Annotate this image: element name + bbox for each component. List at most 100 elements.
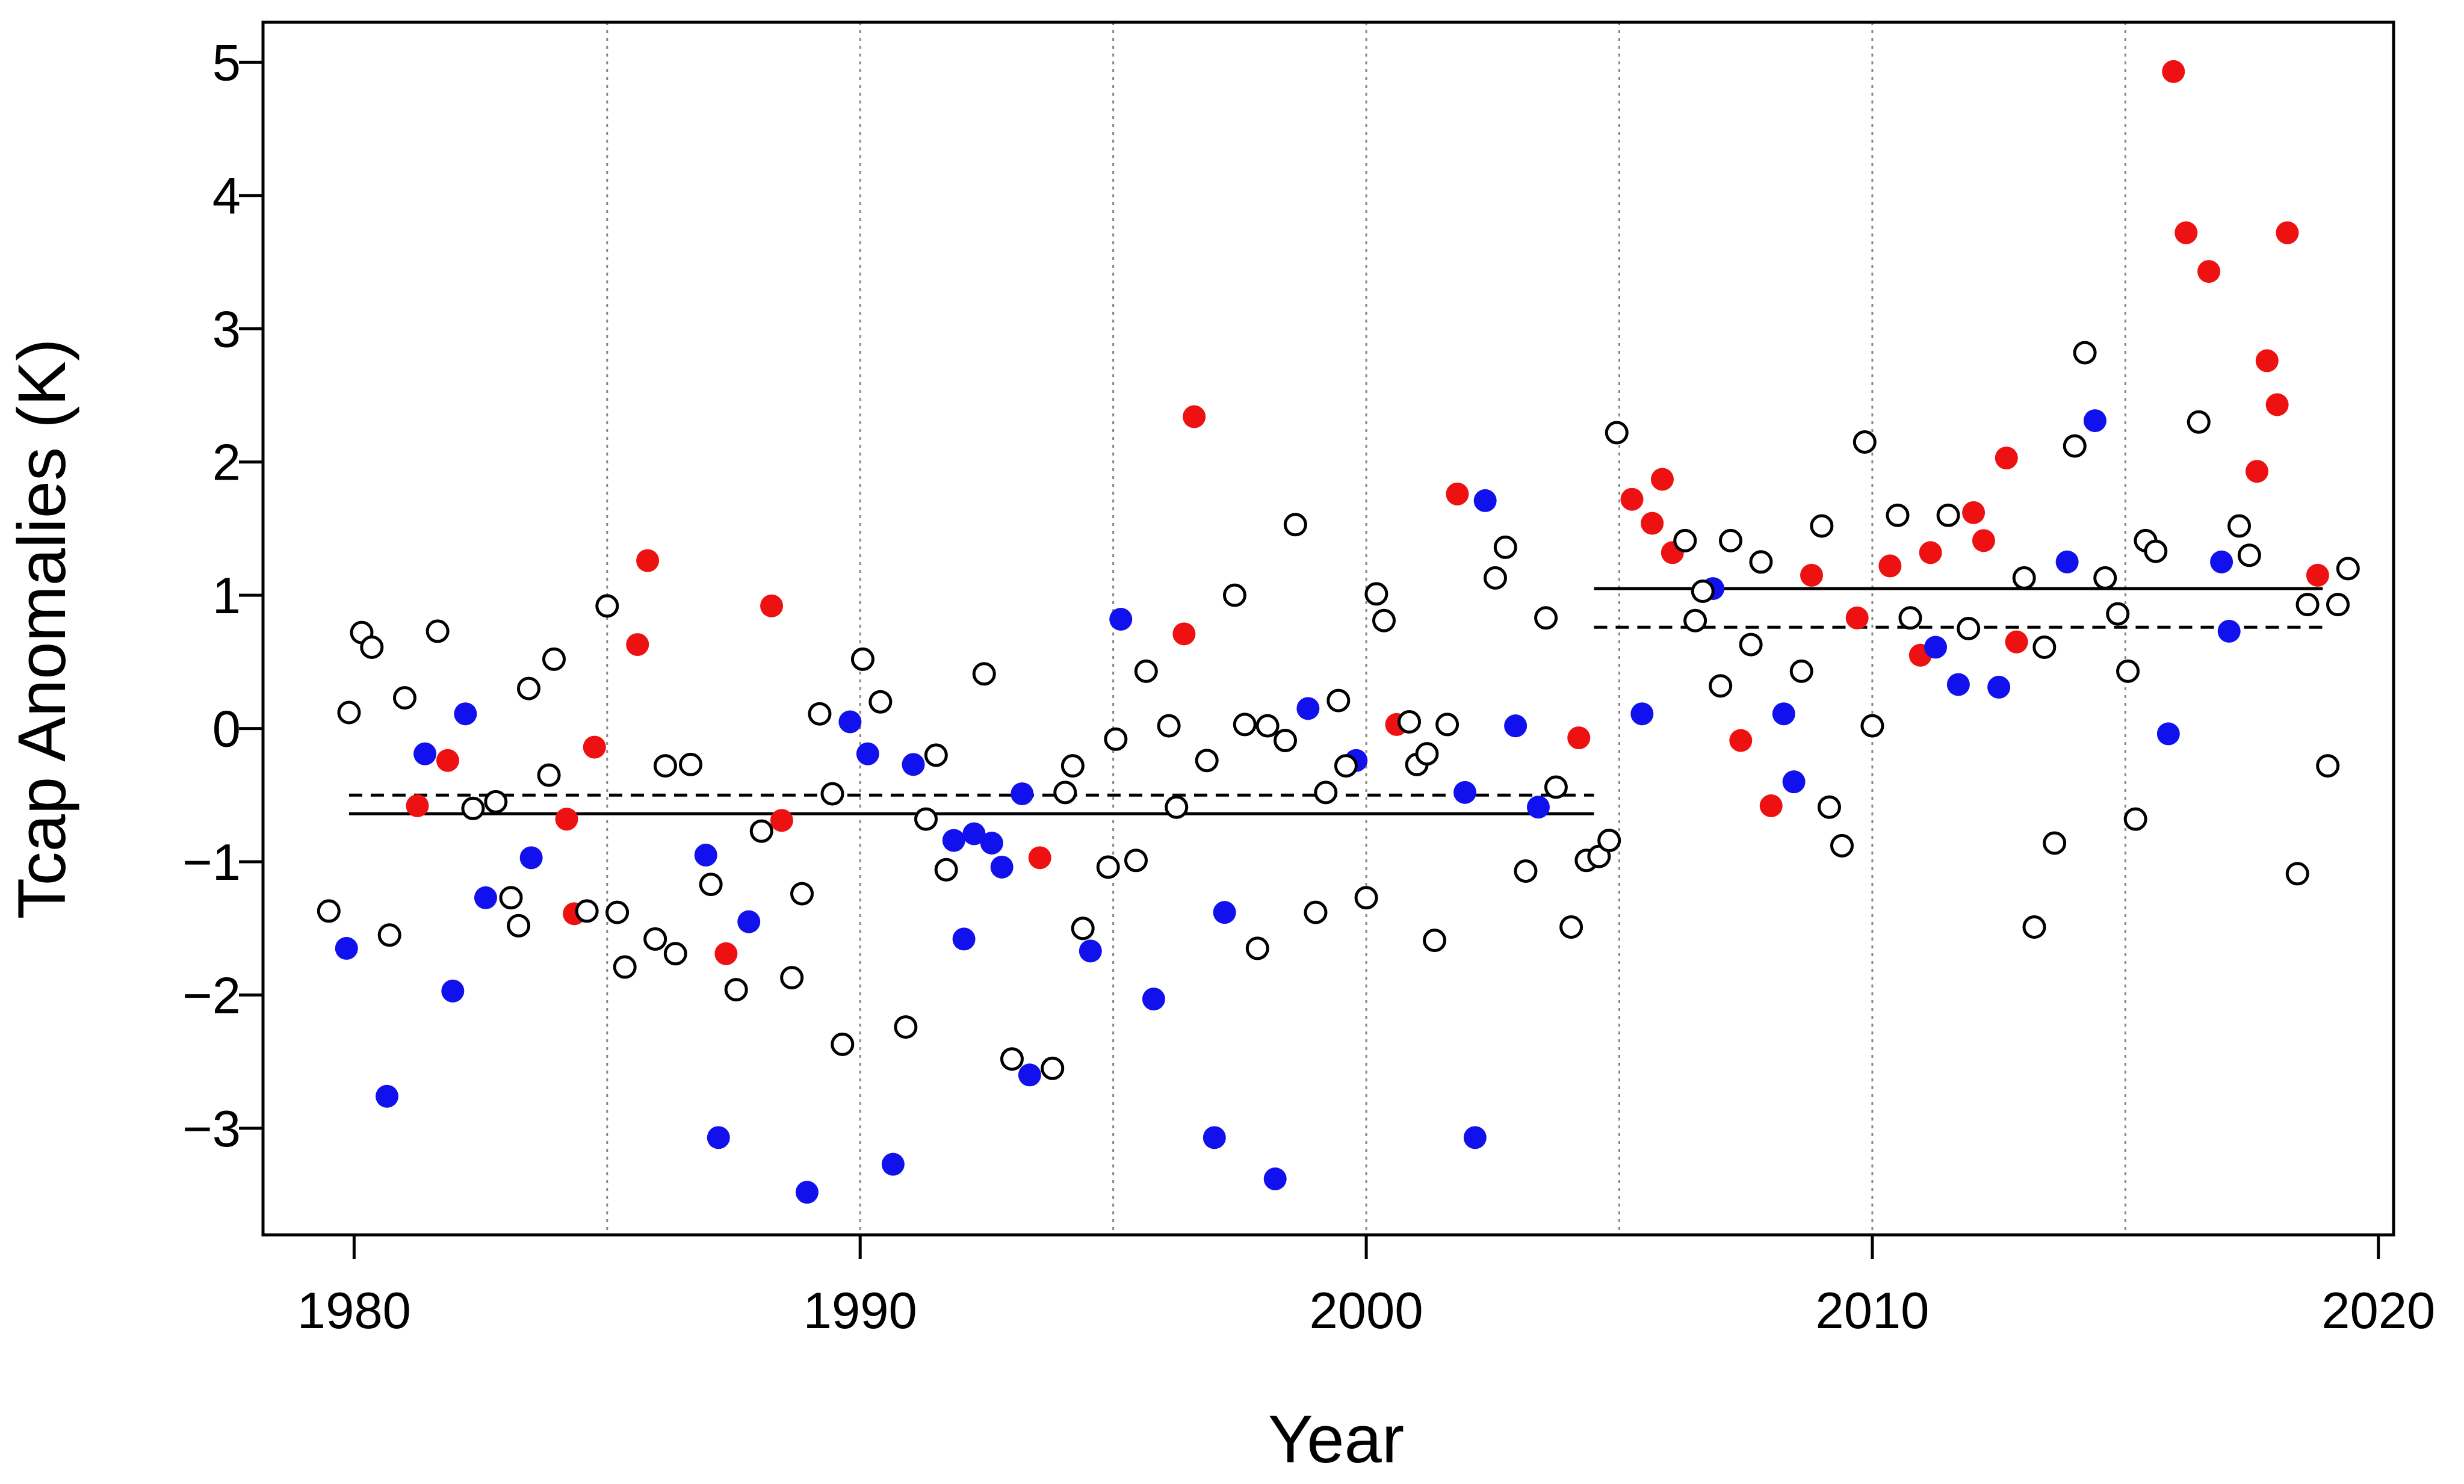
point-open (1041, 1056, 1065, 1080)
point-open (934, 858, 958, 882)
point-open (1435, 713, 1460, 737)
point-open (1559, 915, 1583, 939)
point-open (850, 647, 874, 671)
point-open (2093, 566, 2117, 590)
point-red (1972, 529, 1995, 552)
point-open (1398, 710, 1422, 734)
y-tick-label: −2 (182, 967, 241, 1024)
point-blue (2083, 409, 2106, 433)
point-open (2106, 602, 2130, 626)
point-open (2073, 341, 2097, 365)
point-open (663, 942, 687, 966)
point-blue (2055, 550, 2079, 574)
point-open (808, 702, 832, 726)
point-open (1605, 421, 1629, 445)
y-tick-label: −1 (182, 834, 241, 891)
point-open (1071, 917, 1095, 941)
data-points (317, 60, 2360, 1204)
point-open (1283, 513, 1307, 537)
point-open (1739, 632, 1763, 657)
point-open (499, 886, 523, 910)
x-axis-title: Year (1268, 1402, 1404, 1477)
point-red (2162, 60, 2185, 83)
y-tick-label: 3 (212, 301, 241, 358)
point-blue (1018, 1063, 1041, 1087)
point-red (1919, 541, 1942, 564)
point-open (914, 807, 938, 831)
point-open (924, 743, 948, 767)
point-open (575, 899, 599, 923)
point-red (1641, 512, 1664, 535)
point-open (831, 1032, 855, 1056)
point-red (1995, 447, 2018, 470)
point-blue (952, 927, 976, 951)
point-open (516, 676, 540, 700)
point-blue (376, 1084, 399, 1108)
point-open (1718, 528, 1742, 552)
point-open (1274, 729, 1298, 752)
point-blue (1924, 635, 1948, 659)
point-open (1423, 929, 1447, 953)
point-open (724, 978, 748, 1002)
point-red (1650, 468, 1674, 491)
point-open (1060, 754, 1085, 778)
point-blue (474, 886, 497, 909)
point-open (1853, 430, 1877, 454)
point-blue (1526, 796, 1550, 819)
point-open (749, 819, 773, 843)
y-tick-label: 0 (212, 701, 241, 758)
y-tick-label: 5 (212, 34, 241, 91)
point-open (2063, 434, 2087, 458)
point-open (1096, 855, 1120, 879)
point-open (392, 686, 416, 710)
point-open (1886, 503, 1910, 527)
point-blue (2156, 722, 2180, 746)
point-red (1878, 554, 1902, 578)
y-axis-title: Tcap Anomalies (K) (4, 339, 79, 920)
point-red (1620, 487, 1644, 511)
point-open (1233, 713, 1257, 737)
x-axis: 1980 1990 2000 2010 2020 (297, 1235, 2435, 1340)
point-open (1830, 833, 1854, 858)
point-open (1483, 566, 1507, 590)
point-blue (1453, 781, 1477, 804)
point-open (1514, 859, 1538, 883)
point-red (2265, 393, 2289, 416)
point-blue (2217, 619, 2241, 643)
point-blue (881, 1152, 905, 1176)
point-blue (980, 832, 1003, 855)
point-open (1898, 606, 1922, 630)
point-blue (1213, 901, 1236, 924)
point-blue (1296, 697, 1320, 720)
point-open (1683, 608, 1707, 632)
point-open (2237, 543, 2261, 567)
point-open (1544, 775, 1568, 799)
point-open (1314, 781, 1338, 805)
point-red (2245, 460, 2268, 483)
point-blue (942, 829, 965, 852)
point-blue (1079, 939, 1102, 963)
point-open (613, 955, 637, 979)
point-open (377, 923, 401, 947)
point-blue (795, 1181, 819, 1204)
point-red (555, 808, 578, 831)
point-blue (335, 936, 358, 960)
point-blue (1782, 770, 1806, 794)
point-open (484, 790, 508, 814)
point-red (626, 633, 649, 657)
point-red (1028, 846, 1051, 870)
point-blue (2210, 550, 2233, 574)
point-open (790, 882, 814, 906)
point-open (1053, 781, 1077, 805)
point-open (360, 635, 384, 659)
point-blue (707, 1126, 730, 1149)
point-blue (694, 843, 717, 867)
point-open (1157, 714, 1181, 738)
point-open (1534, 606, 1558, 630)
point-open (1817, 795, 1841, 819)
grid-lines (606, 22, 2126, 1235)
point-red (2197, 260, 2221, 283)
point-open (1936, 503, 1960, 527)
point-red (1567, 726, 1591, 750)
y-tick-label: 1 (212, 567, 241, 625)
